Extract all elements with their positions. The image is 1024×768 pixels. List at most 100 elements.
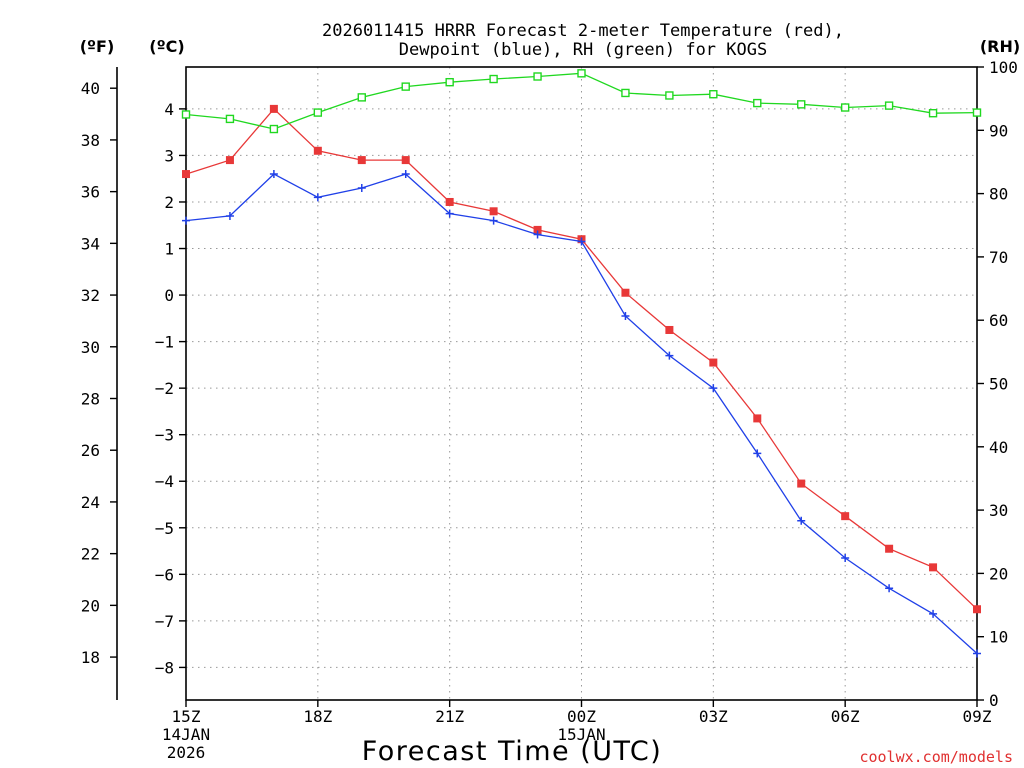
c-tick-label: −6 xyxy=(155,565,174,584)
grid-lines xyxy=(186,67,977,700)
temperature-point xyxy=(797,479,806,488)
f-tick-label: 24 xyxy=(81,493,100,512)
temperature-point xyxy=(841,512,850,521)
rh-tick-label: 90 xyxy=(989,121,1008,140)
rh-point xyxy=(357,93,366,102)
dewpoint-point xyxy=(269,170,278,179)
c-tick-label: −5 xyxy=(155,519,174,538)
dewpoint-point xyxy=(313,193,322,202)
temperature-point xyxy=(885,544,894,553)
f-tick-label: 28 xyxy=(81,389,100,408)
x-tick-label: 00Z xyxy=(567,707,596,726)
x-tick-date: 15JAN xyxy=(557,725,605,744)
rh-point xyxy=(269,124,279,134)
rh-point xyxy=(225,114,235,124)
c-tick-label: −4 xyxy=(155,472,174,491)
series-line xyxy=(185,72,978,130)
rh-point xyxy=(489,74,498,84)
rh-tick-label: 40 xyxy=(989,438,1008,457)
dewpoint-point xyxy=(225,211,234,220)
chart-title-line1: 2026011415 HRRR Forecast 2-meter Tempera… xyxy=(322,21,844,41)
f-tick-label: 38 xyxy=(81,131,100,150)
celsius-axis: 4 3 2 1 0 −1 −2 −3 −4 −5 −6 −7 −8 xyxy=(155,100,186,677)
fahrenheit-axis: 40 38 36 34 32 30 28 26 24 22 20 18 xyxy=(81,79,117,667)
dewpoint-point xyxy=(621,312,630,321)
temperature-point xyxy=(753,414,762,423)
temperature-point xyxy=(973,605,981,614)
c-tick-label: −7 xyxy=(155,612,174,631)
temperature-point xyxy=(313,146,322,155)
x-tick-label: 03Z xyxy=(699,707,728,726)
x-tick-label: 15Z xyxy=(172,707,201,726)
dewpoint-point xyxy=(357,184,366,193)
rh-tick-label: 10 xyxy=(989,628,1008,647)
x-tick-label: 06Z xyxy=(831,707,860,726)
chart-title-line2: Dewpoint (blue), RH (green) for KOGS xyxy=(399,40,767,60)
temperature-point xyxy=(357,156,366,165)
c-tick-label: −1 xyxy=(155,333,174,352)
rh-point xyxy=(621,88,630,98)
series-layer xyxy=(181,69,982,658)
dewpoint-point xyxy=(973,649,981,658)
dewpoint-point xyxy=(841,554,850,563)
rh-point xyxy=(577,69,586,78)
c-tick-label: −2 xyxy=(155,379,174,398)
rh-point xyxy=(445,77,454,87)
x-tick-label: 18Z xyxy=(303,707,332,726)
dewpoint-point xyxy=(577,237,586,246)
c-tick-label: 3 xyxy=(164,146,174,165)
c-tick-label: 1 xyxy=(164,240,174,259)
f-tick-label: 34 xyxy=(81,234,100,253)
series-rh xyxy=(181,69,982,134)
dewpoint-point xyxy=(533,230,542,239)
rh-tick-label: 60 xyxy=(989,311,1008,330)
rh-point xyxy=(313,108,323,117)
temperature-point xyxy=(225,156,234,165)
dewpoint-point xyxy=(709,384,718,393)
f-tick-label: 36 xyxy=(81,183,100,202)
c-tick-label: 2 xyxy=(164,193,174,212)
dewpoint-point xyxy=(182,216,190,225)
dewpoint-point xyxy=(797,516,806,525)
temperature-point xyxy=(929,563,938,572)
dewpoint-point xyxy=(489,216,498,225)
series-line xyxy=(185,173,978,654)
f-tick-label: 32 xyxy=(81,286,100,305)
dewpoint-point xyxy=(753,449,762,458)
temperature-point xyxy=(489,207,498,216)
credit-text: coolwx.com/models xyxy=(859,748,1013,766)
rh-point xyxy=(181,110,191,119)
series-dewpoint xyxy=(182,170,981,658)
temperature-point xyxy=(709,358,718,367)
temperature-point xyxy=(401,156,410,165)
c-tick-label: 0 xyxy=(164,286,174,305)
temperature-point xyxy=(445,197,454,206)
dewpoint-point xyxy=(401,170,410,179)
f-tick-label: 22 xyxy=(81,545,100,564)
x-tick-year: 2026 xyxy=(167,743,206,762)
rh-point xyxy=(884,101,894,110)
temperature-point xyxy=(533,225,542,234)
c-tick-label: −3 xyxy=(155,426,174,445)
series-line xyxy=(185,107,978,610)
temperature-point xyxy=(665,325,674,334)
c-tick-label: −8 xyxy=(155,658,174,677)
axes xyxy=(116,66,978,701)
x-tick-label: 21Z xyxy=(435,707,464,726)
x-axis-label: Forecast Time (UTC) xyxy=(362,736,663,767)
rh-point xyxy=(665,91,674,100)
rh-tick-label: 20 xyxy=(989,564,1008,583)
rh-tick-label: 30 xyxy=(989,501,1008,520)
rh-point xyxy=(797,100,806,109)
x-tick-label: 09Z xyxy=(963,707,992,726)
x-tick-date: 14JAN xyxy=(162,725,210,744)
rh-tick-label: 80 xyxy=(989,185,1008,204)
rh-point xyxy=(972,108,982,117)
rh-point xyxy=(840,103,850,112)
temperature-point xyxy=(182,170,190,179)
f-tick-label: 30 xyxy=(81,338,100,357)
celsius-axis-unit: (ºC) xyxy=(149,37,184,56)
